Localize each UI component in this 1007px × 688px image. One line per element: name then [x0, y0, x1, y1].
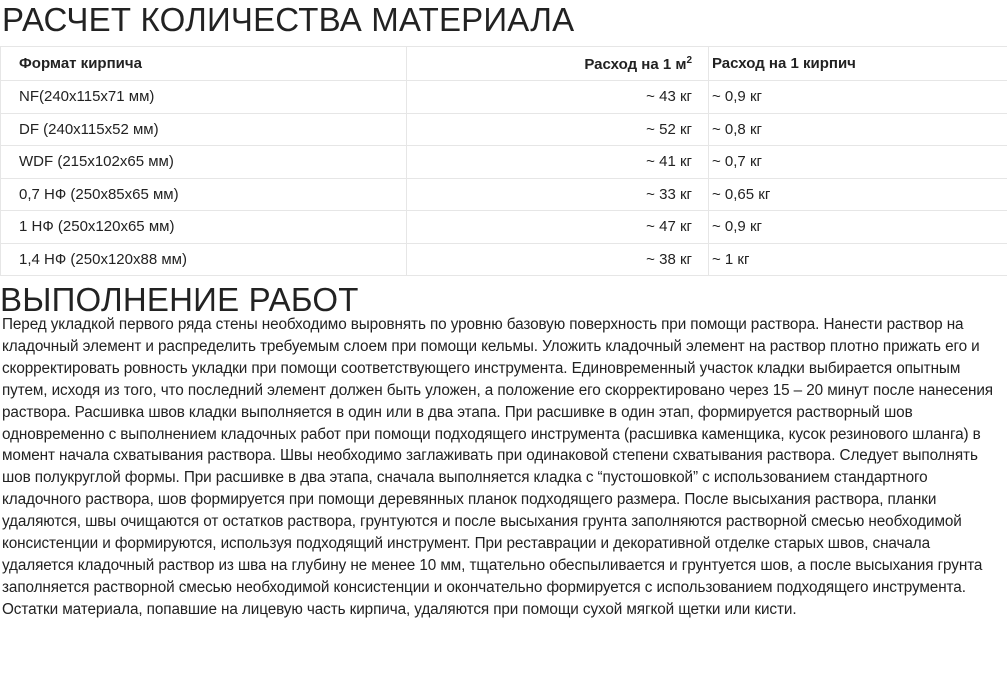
header-format: Формат кирпича [0, 46, 407, 81]
cell-per-m2: ~ 52 кг [406, 112, 709, 146]
cell-per-brick: ~ 0,8 кг [708, 112, 1007, 146]
page-title: РАСЧЕТ КОЛИЧЕСТВА МАТЕРИАЛА [2, 1, 575, 38]
cell-per-brick: ~ 0,7 кг [708, 145, 1007, 179]
cell-per-brick: ~ 0,9 кг [708, 80, 1007, 114]
cell-per-brick: ~ 0,9 кг [708, 210, 1007, 244]
table-header-row: Формат кирпича Расход на 1 м2 Расход на … [0, 46, 1007, 81]
cell-format: 1 НФ (250x120x65 мм) [0, 210, 407, 244]
cell-format: WDF (215x102x65 мм) [0, 145, 407, 179]
cell-per-m2: ~ 43 кг [406, 80, 709, 114]
table-row: 1,4 НФ (250x120x88 мм) ~ 38 кг ~ 1 кг [0, 242, 1007, 276]
header-per-m2: Расход на 1 м2 [406, 46, 709, 81]
table-row: DF (240x115x52 мм) ~ 52 кг ~ 0,8 кг [0, 112, 1007, 146]
cell-per-m2: ~ 41 кг [406, 145, 709, 179]
cell-format: NF(240x115x71 мм) [0, 80, 407, 114]
cell-format: 1,4 НФ (250x120x88 мм) [0, 242, 407, 276]
section-text: Перед укладкой первого ряда стены необхо… [2, 316, 993, 618]
cell-per-m2: ~ 47 кг [406, 210, 709, 244]
cell-per-brick: ~ 1 кг [708, 242, 1007, 276]
table-row: 0,7 НФ (250x85x65 мм) ~ 33 кг ~ 0,65 кг [0, 177, 1007, 211]
cell-per-brick: ~ 0,65 кг [708, 177, 1007, 211]
table-row: WDF (215x102x65 мм) ~ 41 кг ~ 0,7 кг [0, 145, 1007, 179]
material-table: Формат кирпича Расход на 1 м2 Расход на … [0, 46, 1007, 276]
header-per-brick: Расход на 1 кирпич [708, 46, 1007, 81]
table-row: 1 НФ (250x120x65 мм) ~ 47 кг ~ 0,9 кг [0, 210, 1007, 244]
header-per-m2-sup: 2 [686, 54, 692, 66]
cell-per-m2: ~ 38 кг [406, 242, 709, 276]
cell-format: 0,7 НФ (250x85x65 мм) [0, 177, 407, 211]
cell-format: DF (240x115x52 мм) [0, 112, 407, 146]
cell-per-m2: ~ 33 кг [406, 177, 709, 211]
table-row: NF(240x115x71 мм) ~ 43 кг ~ 0,9 кг [0, 80, 1007, 114]
section-title: ВЫПОЛНЕНИЕ РАБОТ [0, 281, 359, 318]
header-per-m2-label: Расход на 1 м [584, 55, 687, 73]
